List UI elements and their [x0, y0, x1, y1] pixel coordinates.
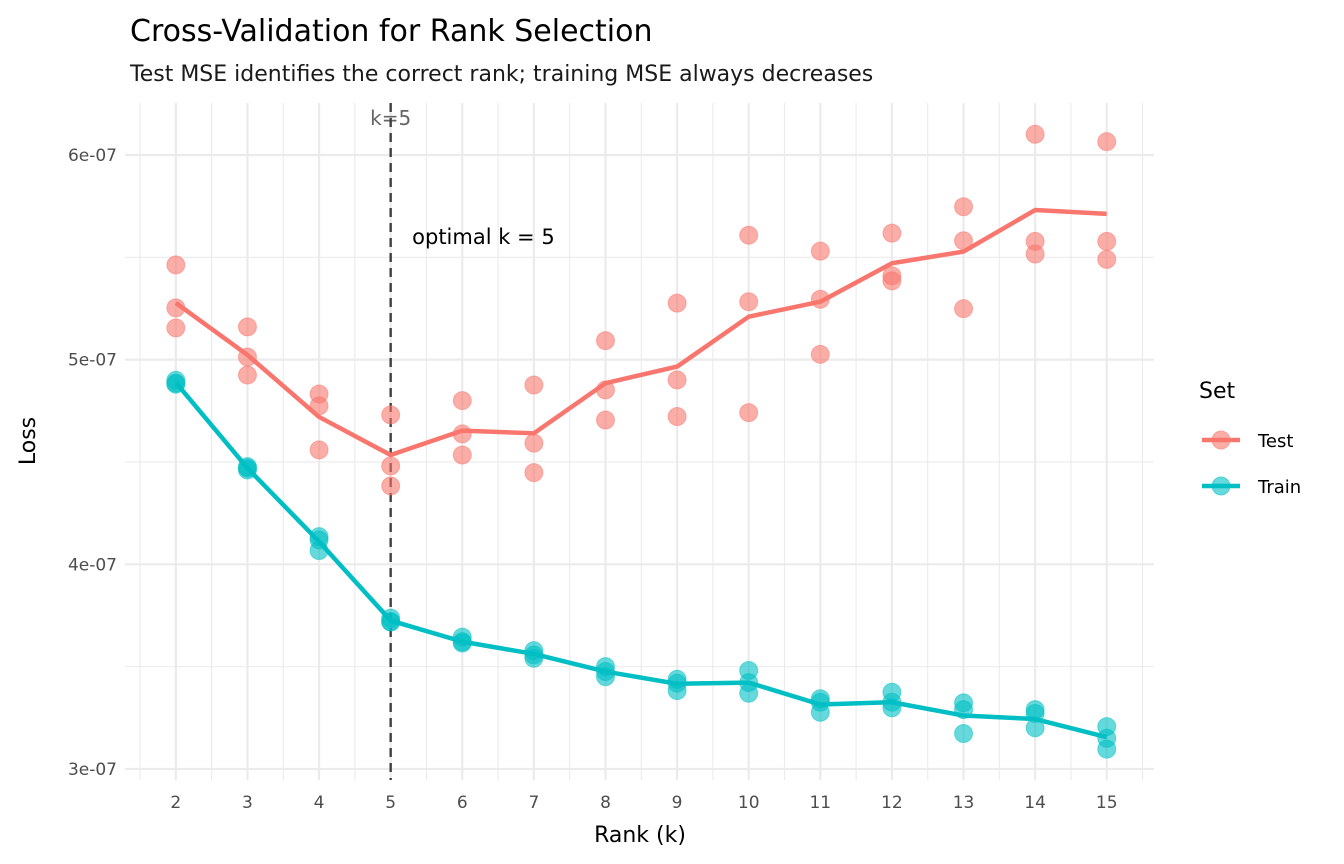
test-fold-point [452, 391, 472, 411]
test-fold-point [524, 433, 544, 453]
test-fold-point [739, 225, 759, 245]
legend-label: Train [1257, 477, 1301, 498]
x-tick-label: 14 [1024, 793, 1046, 813]
chart-subtitle: Test MSE identifies the correct rank; tr… [129, 62, 873, 87]
series-group [166, 124, 1117, 759]
x-tick-label: 11 [809, 793, 831, 813]
test-fold-point [166, 255, 186, 275]
test-fold-point [810, 344, 830, 364]
x-tick-label: 8 [600, 793, 611, 813]
x-tick-label: 3 [242, 793, 253, 813]
reference-line-group: k=5 [370, 103, 411, 780]
test-fold-point [166, 318, 186, 338]
test-fold-point [381, 476, 401, 496]
x-tick-label: 2 [170, 793, 181, 813]
test-fold-point [810, 241, 830, 261]
x-tick-label: 6 [457, 793, 468, 813]
x-tick-label: 12 [881, 793, 903, 813]
train-fold-point [1097, 739, 1117, 759]
test-fold-point [381, 456, 401, 476]
test-fold-point [1097, 231, 1117, 251]
test-fold-point [954, 197, 974, 217]
legend-key-point [1211, 476, 1231, 496]
test-fold-point [667, 293, 687, 313]
test-fold-point [667, 370, 687, 390]
test-fold-point [882, 223, 902, 243]
axes-group: 2 3 4 5 6 7 8 9 10 11 12 13 14 15 3e-07 4e-07 5e-07 6e-07 [68, 146, 1118, 813]
test-fold-point [381, 405, 401, 425]
test-mean-line [174, 207, 1107, 458]
y-tick-label: 5e-07 [68, 351, 117, 371]
x-tick-label: 10 [738, 793, 760, 813]
x-tick-label: 7 [528, 793, 539, 813]
chart-title: Cross-Validation for Rank Selection [130, 14, 653, 49]
x-tick-label: 13 [953, 793, 975, 813]
y-tick-label: 6e-07 [68, 146, 117, 166]
test-fold-point [237, 365, 257, 385]
test-fold-point [739, 403, 759, 423]
train-mean-line [174, 381, 1108, 740]
y-tick-label: 3e-07 [68, 760, 117, 780]
test-fold-point [309, 440, 329, 460]
test-fold-point [524, 375, 544, 395]
legend: Set Test Train [1199, 379, 1301, 498]
optimal-k-annotation: optimal k = 5 [412, 225, 555, 249]
test-fold-point [595, 410, 615, 430]
x-tick-label: 4 [314, 793, 325, 813]
legend-label: Test [1257, 431, 1293, 452]
y-tick-label: 4e-07 [68, 555, 117, 575]
test-fold-point [1097, 249, 1117, 269]
legend-item-train: Train [1202, 476, 1301, 498]
train-fold-point [954, 724, 974, 744]
test-fold-point [524, 463, 544, 483]
gridlines [125, 103, 1154, 780]
legend-title: Set [1199, 379, 1236, 404]
x-axis-title: Rank (k) [594, 823, 686, 848]
train-fold-point [739, 683, 759, 703]
test-fold-point [595, 331, 615, 351]
legend-key-point [1211, 430, 1231, 450]
x-tick-label: 5 [385, 793, 396, 813]
test-fold-point [739, 292, 759, 312]
x-tick-label: 9 [672, 793, 683, 813]
annotations-group: optimal k = 5 [412, 225, 555, 249]
test-fold-point [667, 407, 687, 427]
series-test [166, 124, 1117, 496]
test-fold-point [954, 299, 974, 319]
test-fold-point [237, 317, 257, 337]
test-fold-point [1025, 244, 1045, 264]
legend-item-test: Test [1202, 430, 1293, 452]
test-fold-point [452, 445, 472, 465]
x-tick-label: 15 [1096, 793, 1118, 813]
test-fold-point [1025, 124, 1045, 144]
series-train [166, 370, 1117, 759]
test-fold-point [882, 271, 902, 291]
y-axis-title: Loss [16, 417, 41, 465]
test-fold-point [1097, 132, 1117, 152]
